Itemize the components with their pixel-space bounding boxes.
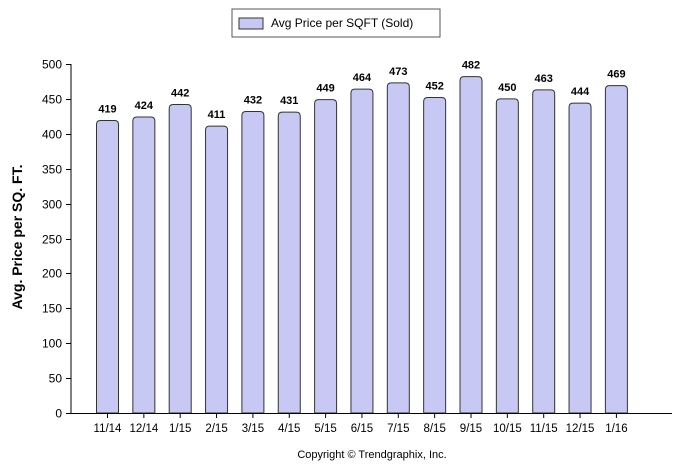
data-label: 482	[462, 60, 480, 72]
bar-1-16	[604, 85, 628, 414]
x-tick-label: 12/14	[129, 423, 158, 435]
bar-12-14	[132, 116, 156, 414]
y-tick-label: 300	[42, 198, 62, 212]
bar-12-15	[568, 102, 592, 414]
x-tick-label: 11/15	[530, 423, 558, 435]
data-label: 473	[389, 66, 407, 78]
x-tick-label: 1/15	[169, 423, 191, 435]
x-tick-label: 3/15	[242, 423, 264, 435]
data-label: 464	[353, 72, 372, 84]
x-tick-label: 7/15	[387, 423, 409, 435]
y-tick-label: 250	[42, 233, 62, 247]
bar-4-15	[277, 111, 301, 414]
y-tick-label: 50	[49, 372, 63, 386]
bar-2-15	[205, 125, 229, 414]
data-label: 442	[171, 87, 189, 99]
x-tick-label: 9/15	[460, 423, 482, 435]
x-tick-label: 12/15	[566, 423, 595, 435]
y-tick-label: 400	[42, 128, 62, 142]
y-tick-label: 500	[42, 58, 62, 72]
bar-10-15	[495, 98, 519, 414]
bar-11-14	[96, 120, 119, 414]
x-tick-label: 8/15	[423, 423, 445, 435]
bar-3-15	[241, 110, 265, 414]
data-label: 419	[98, 104, 116, 116]
bar-9-15	[459, 76, 483, 414]
legend-box	[231, 8, 441, 38]
x-tick-label: 6/15	[351, 423, 373, 435]
legend: Avg Price per SQFT (Sold)	[231, 8, 441, 38]
bar-6-15	[350, 88, 374, 414]
data-label: 450	[498, 82, 516, 94]
x-tick-label: 4/15	[278, 423, 300, 435]
data-label: 432	[244, 94, 262, 106]
data-label: 431	[280, 95, 298, 107]
value-labels: 419 424 442 411 432 431 449 464 473 452 482 450 463 4…	[98, 60, 625, 122]
bars	[96, 76, 628, 414]
data-label: 463	[535, 73, 553, 85]
x-tick-label: 2/15	[205, 423, 227, 435]
data-label: 444	[571, 86, 590, 98]
data-label: 424	[135, 100, 154, 112]
y-tick-label: 200	[42, 267, 62, 281]
y-tick-label: 0	[55, 407, 62, 421]
data-label: 452	[425, 81, 443, 93]
legend-swatch	[238, 17, 264, 30]
y-axis: 0 50 100 150 200 250 300 350 400 450 500	[42, 58, 72, 421]
bar-5-15	[314, 99, 338, 414]
y-tick-label: 450	[42, 93, 62, 107]
legend-label: Avg Price per SQFT (Sold)	[271, 16, 413, 30]
y-tick-label: 100	[42, 337, 62, 351]
bar-1-15	[168, 103, 192, 414]
x-tick-label: 1/16	[605, 423, 627, 435]
data-label: 411	[208, 109, 226, 121]
x-tick-label: 10/15	[493, 423, 522, 435]
x-tick-label: 11/14	[94, 423, 123, 435]
y-tick-label: 350	[42, 163, 62, 177]
x-axis: 11/14 12/14 1/15 2/15 3/15 4/15 5/15 6/15 7/15 8/…	[71, 413, 672, 435]
data-label: 469	[607, 69, 625, 81]
data-label: 449	[316, 83, 334, 95]
bar-8-15	[423, 97, 447, 414]
bar-7-15	[386, 82, 410, 414]
copyright-text: Copyright © Trendgraphix, Inc.	[297, 449, 446, 461]
bar-11-15	[532, 89, 556, 414]
x-tick-label: 5/15	[314, 423, 336, 435]
y-axis-title: Avg. Price per SQ. FT.	[9, 165, 25, 310]
y-tick-label: 150	[42, 302, 62, 316]
